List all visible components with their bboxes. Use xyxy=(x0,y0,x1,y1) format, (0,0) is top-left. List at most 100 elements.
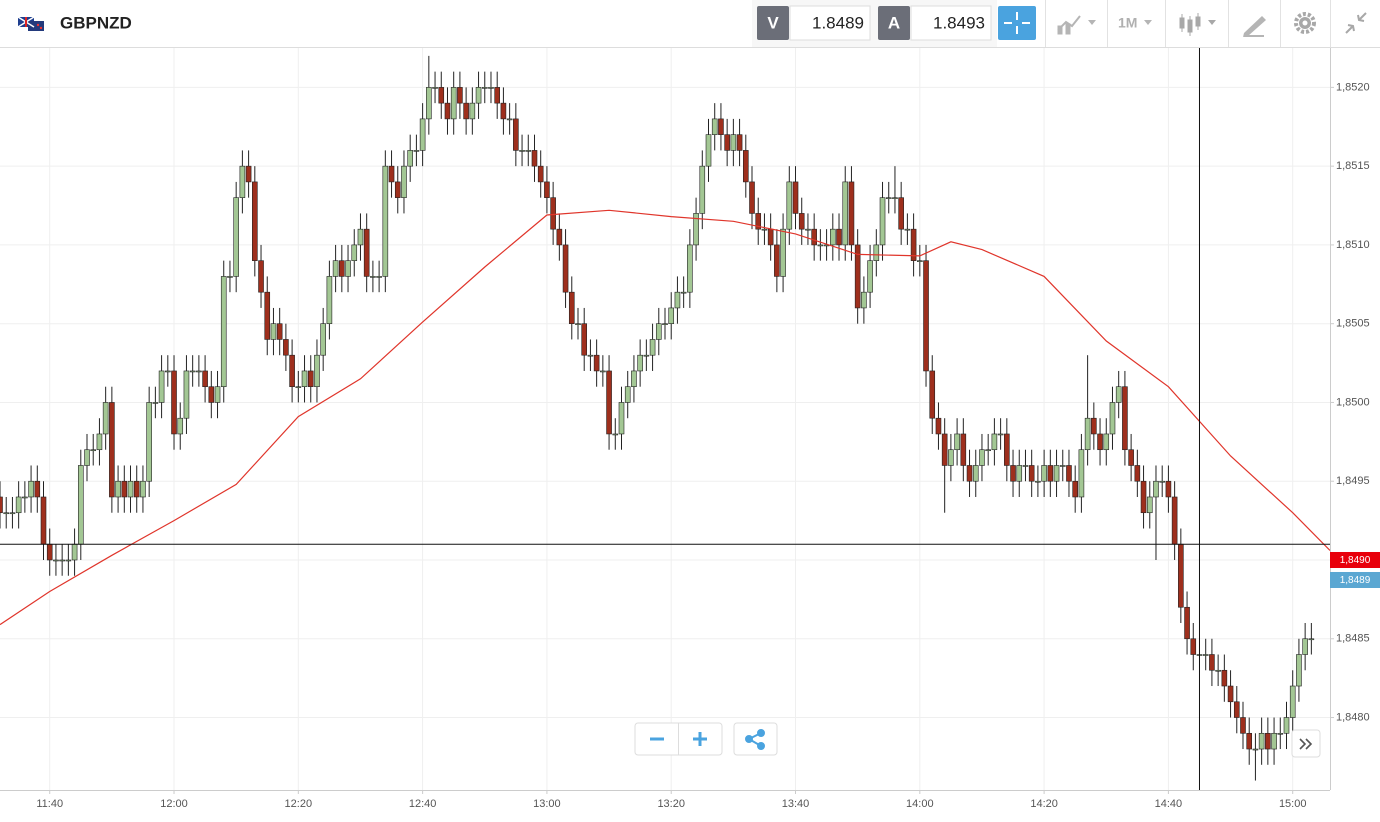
candle-body xyxy=(388,165,395,183)
scroll-end-button[interactable] xyxy=(1291,729,1321,758)
candle-body xyxy=(276,323,283,340)
candle-body xyxy=(220,276,227,388)
flag-icon xyxy=(17,16,44,31)
candle-body xyxy=(861,291,867,309)
candle-body xyxy=(1308,638,1315,641)
y-tick-label: 1,8510 xyxy=(1336,239,1370,251)
x-tick-label: 11:40 xyxy=(36,798,63,810)
candle-body xyxy=(979,449,985,466)
candle-body xyxy=(320,323,326,356)
candle-body xyxy=(1004,433,1010,466)
candle-body xyxy=(1047,465,1054,482)
zoom-in-button[interactable] xyxy=(693,732,707,746)
candle-body xyxy=(1233,701,1240,718)
candle-body xyxy=(233,197,239,277)
candle-body xyxy=(842,181,849,246)
crosshair-button[interactable] xyxy=(998,6,1036,40)
candle-body xyxy=(121,480,128,498)
candle-body xyxy=(873,244,880,261)
candle-body xyxy=(1103,433,1110,451)
candle-body xyxy=(792,181,799,214)
bid-label: V xyxy=(767,13,779,32)
candle-body xyxy=(519,150,525,152)
share-button[interactable] xyxy=(733,722,778,756)
candle-body xyxy=(1128,449,1134,466)
candle-body xyxy=(351,244,358,261)
candle-body xyxy=(1035,480,1041,483)
candle-body xyxy=(1016,465,1023,482)
candle-body xyxy=(624,386,631,403)
y-tick-label: 1,8495 xyxy=(1336,475,1370,487)
candle-body xyxy=(774,244,780,277)
candle-body xyxy=(345,260,351,277)
candle-body xyxy=(948,449,954,466)
candle-body xyxy=(102,402,109,435)
candle-body xyxy=(544,181,550,198)
candle-body xyxy=(606,370,612,435)
candle-body xyxy=(972,465,979,482)
candle-body xyxy=(705,134,712,167)
draw-tool-button[interactable] xyxy=(1243,16,1266,37)
ask-button[interactable] xyxy=(878,6,910,40)
candle-body xyxy=(376,276,382,278)
candle-body xyxy=(680,291,687,294)
candle-body xyxy=(146,402,152,482)
candle-body xyxy=(183,370,190,419)
candle-body xyxy=(525,150,532,152)
candle-body xyxy=(1240,717,1246,734)
candle-body xyxy=(1258,732,1265,750)
candle-body xyxy=(432,87,438,89)
candle-type-button[interactable] xyxy=(1179,13,1216,36)
x-tick-label: 13:00 xyxy=(533,798,561,810)
candle-body xyxy=(1184,606,1190,640)
symbol: GBPNZD xyxy=(60,13,132,32)
candle-body xyxy=(917,260,923,262)
candle-body xyxy=(637,354,643,372)
candle-body xyxy=(0,496,3,514)
timeframe-button[interactable]: 1M xyxy=(1118,15,1137,31)
candle-body xyxy=(730,134,737,151)
candle-body xyxy=(189,370,196,373)
crosshair-icon xyxy=(1004,12,1030,34)
chart-type-button[interactable] xyxy=(1057,15,1096,35)
candle-body xyxy=(252,181,258,261)
candle-body xyxy=(668,307,675,324)
candle-body xyxy=(1028,465,1035,482)
y-tick-label: 1,8480 xyxy=(1336,711,1370,723)
candle-body xyxy=(736,134,743,151)
candle-body xyxy=(90,449,97,452)
candle-body xyxy=(370,276,376,278)
candle-body xyxy=(339,260,345,277)
moving-average-line xyxy=(0,209,1330,626)
bid-button[interactable] xyxy=(757,6,789,40)
candle-body xyxy=(450,87,457,120)
candle-body xyxy=(513,118,519,151)
candle-body xyxy=(46,543,53,561)
ask-value: 1.8493 xyxy=(933,13,985,32)
candle-body xyxy=(755,213,762,230)
candle-body xyxy=(1165,480,1172,498)
settings-button[interactable] xyxy=(1294,12,1316,34)
candle-body xyxy=(655,323,662,340)
candle-body xyxy=(1289,685,1296,718)
candle-body xyxy=(77,465,84,545)
candle-body xyxy=(28,480,34,498)
collapse-button[interactable] xyxy=(1345,12,1367,34)
ask-box xyxy=(910,5,992,41)
candle-body xyxy=(426,87,432,120)
y-tick-label: 1,8520 xyxy=(1336,81,1370,93)
candle-body xyxy=(1252,748,1259,751)
candle-body xyxy=(724,134,730,151)
candle-body xyxy=(910,228,917,261)
candle-body xyxy=(469,102,476,120)
candle-body xyxy=(767,228,774,246)
candle-body xyxy=(289,354,295,388)
candle-body xyxy=(165,370,171,373)
y-tick-label: 1,8505 xyxy=(1336,318,1370,330)
candle-body xyxy=(475,87,482,104)
candle-body xyxy=(488,87,494,89)
candle-body xyxy=(1246,732,1253,750)
candle-body xyxy=(1109,402,1116,435)
candle-body xyxy=(618,402,625,435)
